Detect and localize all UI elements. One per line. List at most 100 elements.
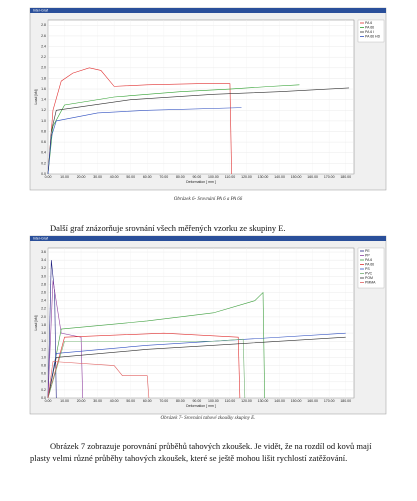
y-tick-label: 3.4 <box>41 258 46 262</box>
y-tick-label: 2.4 <box>41 299 46 303</box>
x-tick-label: 10.00 <box>60 399 69 403</box>
y-tick-label: 2.2 <box>41 55 46 59</box>
x-tick-label: 80.00 <box>176 175 185 179</box>
series-line <box>47 67 232 175</box>
y-tick-label: 2.6 <box>41 291 46 295</box>
legend-label: POM <box>365 276 373 280</box>
series-line <box>47 291 265 399</box>
y-tick-label: 0.6 <box>41 140 46 144</box>
x-tick-label: 40.00 <box>110 399 119 403</box>
plot-area <box>47 19 355 175</box>
y-tick-label: 0.8 <box>41 129 46 133</box>
x-tick-label: 20.00 <box>77 399 86 403</box>
y-tick-label: 0.4 <box>41 380 46 384</box>
y-tick-label: 0.0 <box>41 396 46 400</box>
x-tick-label: 90.00 <box>192 399 201 403</box>
y-tick-label: 0.8 <box>41 363 46 367</box>
x-tick-label: 110.00 <box>225 175 235 179</box>
x-tick-label: 180.00 <box>340 175 351 179</box>
y-tick-label: 2.4 <box>41 44 46 48</box>
y-tick-label: 1.0 <box>41 355 46 359</box>
x-tick-label: 70.00 <box>159 399 168 403</box>
window-title: Inter-Graf <box>33 9 48 13</box>
x-tick-label: 130.00 <box>258 175 269 179</box>
legend-label: PE <box>365 249 370 253</box>
x-tick-label: 0.00 <box>45 175 52 179</box>
y-tick-label: 2.8 <box>41 23 46 27</box>
x-tick-label: 180.00 <box>340 399 351 403</box>
title-bar <box>30 236 386 241</box>
x-tick-label: 150.00 <box>291 399 302 403</box>
y-tick-label: 3.6 <box>41 250 46 254</box>
x-tick-label: 90.00 <box>192 175 201 179</box>
y-tick-label: 0.2 <box>41 388 46 392</box>
y-tick-label: 1.4 <box>41 98 46 102</box>
series-line <box>47 280 84 399</box>
x-tick-label: 170.00 <box>324 175 335 179</box>
x-tick-label: 50.00 <box>126 399 135 403</box>
x-tick-label: 150.00 <box>291 175 302 179</box>
series-line <box>47 84 300 175</box>
x-tick-label: 20.00 <box>77 175 86 179</box>
series-line <box>47 338 246 399</box>
y-tick-label: 2.2 <box>41 307 46 311</box>
y-axis-label: Load [kN] <box>34 89 38 104</box>
y-tick-label: 1.8 <box>41 76 46 80</box>
legend <box>357 247 385 289</box>
legend-label: PA 66 <box>365 262 374 266</box>
x-axis-label: Deformation [ mm ] <box>186 404 216 408</box>
legend-label: PMMA <box>365 280 376 284</box>
series-line <box>47 107 242 175</box>
y-tick-label: 0.4 <box>41 151 46 155</box>
legend-label: PA 66 <box>365 25 374 29</box>
legend-label: PVC <box>365 271 373 275</box>
x-tick-label: 130.00 <box>258 399 269 403</box>
legend <box>357 19 385 43</box>
y-tick-label: 1.2 <box>41 347 46 351</box>
paragraph: Další graf znázorňuje srovnání všech měř… <box>50 223 286 233</box>
x-tick-label: 40.00 <box>110 175 119 179</box>
title-bar <box>30 8 386 13</box>
x-tick-label: 80.00 <box>176 399 185 403</box>
x-tick-label: 160.00 <box>307 399 318 403</box>
y-tick-label: 1.6 <box>41 331 46 335</box>
legend-label: PA 6 I <box>365 30 374 34</box>
y-tick-label: 2.8 <box>41 282 46 286</box>
x-tick-label: 100.00 <box>208 399 219 403</box>
figure-caption: Obrázek 7- Srovnání tahové zkoušky skupi… <box>160 416 256 421</box>
paragraph: Obrázek 7 zobrazuje porovnání průběhů ta… <box>30 441 372 463</box>
x-axis-label: Deformation [ mm ] <box>186 180 216 184</box>
x-tick-label: 110.00 <box>225 399 235 403</box>
y-tick-label: 1.2 <box>41 108 46 112</box>
legend-label: PA 6 <box>365 258 372 262</box>
figure-caption: Obrázek 6- Srovnání PA 6 a PA 66 <box>173 197 243 202</box>
y-tick-label: 1.4 <box>41 339 46 343</box>
y-tick-label: 0.6 <box>41 372 46 376</box>
x-tick-label: 50.00 <box>126 175 135 179</box>
x-tick-label: 120.00 <box>241 399 252 403</box>
x-tick-label: 160.00 <box>307 175 318 179</box>
y-tick-label: 2.0 <box>41 66 46 70</box>
x-tick-label: 60.00 <box>143 399 152 403</box>
y-tick-label: 3.2 <box>41 266 46 270</box>
window-title: Inter-Graf <box>33 237 48 241</box>
y-tick-label: 0.2 <box>41 161 46 165</box>
x-tick-label: 30.00 <box>93 175 102 179</box>
series-line <box>47 336 346 399</box>
legend-label: PP <box>365 253 370 257</box>
x-tick-label: 140.00 <box>274 399 285 403</box>
y-tick-label: 3.0 <box>41 274 46 278</box>
series-line <box>47 260 57 399</box>
y-axis-label: Load [kN] <box>34 315 38 330</box>
y-tick-label: 1.8 <box>41 323 46 327</box>
legend-label: PA 66 HD <box>365 34 381 38</box>
y-tick-label: 1.0 <box>41 119 46 123</box>
x-tick-label: 60.00 <box>143 175 152 179</box>
x-tick-label: 100.00 <box>208 175 219 179</box>
x-tick-label: 120.00 <box>241 175 252 179</box>
y-tick-label: 2.0 <box>41 315 46 319</box>
plot-area <box>47 247 355 399</box>
x-tick-label: 10.00 <box>60 175 69 179</box>
